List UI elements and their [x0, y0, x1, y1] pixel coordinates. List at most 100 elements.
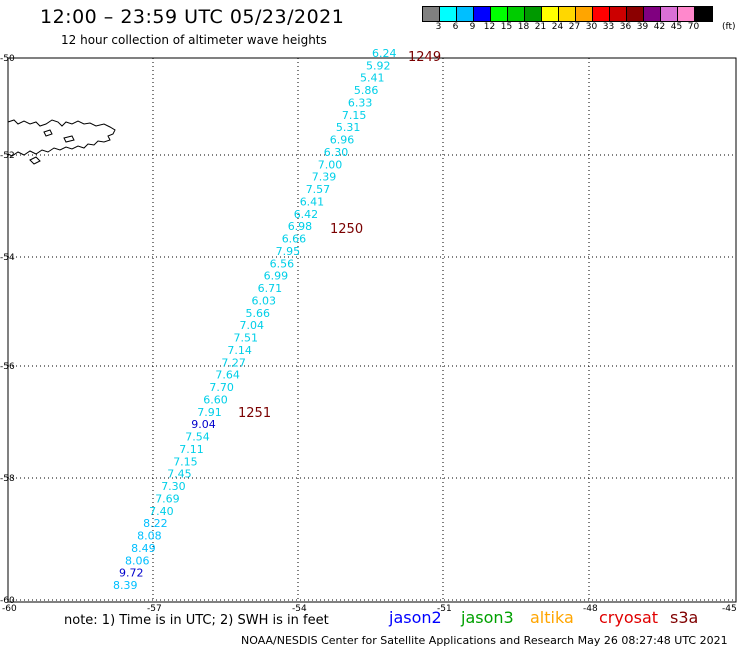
legend-swatch	[542, 7, 559, 21]
altimeter-track: 6.245.925.415.866.33 7.15 5.316.966.307.00…	[113, 47, 397, 592]
legend-swatch	[661, 7, 678, 21]
wave-height-value: 9.04	[191, 418, 216, 431]
wave-height-value: 9.72	[119, 567, 144, 580]
legend-swatch	[610, 7, 627, 21]
legend-label: 36	[619, 22, 632, 32]
wave-height-value: 6.56	[270, 257, 295, 270]
wave-height-value: 7.30	[161, 480, 186, 493]
wave-height-value: 6.71	[258, 282, 283, 295]
footer-note: note: 1) Time is in UTC; 2) SWH is in fe…	[64, 613, 329, 628]
wave-height-value: 7.14	[227, 344, 252, 357]
legend-swatch	[627, 7, 644, 21]
legend-swatch	[508, 7, 525, 21]
wave-height-value: 8.08	[137, 530, 162, 543]
legend-label: 39	[636, 22, 649, 32]
legend-label: 27	[568, 22, 581, 32]
map-title: 12:00 – 23:59 UTC 05/23/2021	[40, 6, 345, 28]
wave-height-value: 5.66	[246, 307, 271, 320]
wave-height-value: 5.31	[336, 121, 361, 134]
color-legend	[422, 6, 713, 22]
wave-height-value: 6.96	[330, 134, 355, 147]
satellite-name: s3a	[670, 608, 699, 627]
lon-tick-label: -48	[583, 604, 598, 614]
wave-height-value: 7.51	[234, 332, 259, 345]
lon-tick-label: -60	[2, 604, 17, 614]
satellite-name: altika	[530, 608, 574, 627]
legend-swatch	[423, 7, 440, 21]
wave-height-value: 8.06	[125, 554, 150, 567]
lon-tick-label: -57	[147, 604, 162, 614]
legend-swatch	[678, 7, 695, 21]
legend-label: 33	[602, 22, 615, 32]
pass-number-label: 1250	[330, 222, 363, 237]
lat-tick-label: -58	[0, 474, 15, 484]
lat-tick-label: -50	[0, 54, 15, 64]
wave-height-value: 6.30	[324, 146, 349, 159]
lon-tick-label: -51	[437, 604, 452, 614]
satellite-name: jason2	[389, 608, 442, 627]
wave-height-value: 7.39	[312, 171, 337, 184]
wave-height-value: 7.15	[173, 455, 198, 468]
wave-height-value: 7.95	[276, 245, 301, 258]
graticule	[8, 57, 736, 602]
legend-label: 21	[534, 22, 547, 32]
wave-height-value: 6.60	[203, 393, 228, 406]
legend-label: 24	[551, 22, 564, 32]
wave-height-value: 7.64	[215, 369, 240, 382]
satellite-name: cryosat	[599, 608, 659, 627]
legend-label: 45	[670, 22, 683, 32]
legend-swatch	[695, 7, 712, 21]
wave-height-value: 8.49	[131, 542, 156, 555]
wave-height-value: 6.03	[252, 294, 277, 307]
lon-tick-label: -45	[722, 604, 737, 614]
map-subtitle: 12 hour collection of altimeter wave hei…	[61, 33, 327, 47]
wave-height-value: 6.41	[300, 196, 325, 209]
wave-height-value: 6.24	[372, 47, 397, 60]
legend-swatch	[491, 7, 508, 21]
wave-height-value: 5.92	[366, 59, 391, 72]
wave-height-value: 7.70	[209, 381, 234, 394]
legend-label: 18	[517, 22, 530, 32]
wave-height-value: 7.40	[149, 505, 174, 518]
legend-swatch	[457, 7, 474, 21]
wave-height-value: 7.91	[197, 406, 222, 419]
legend-label: 30	[585, 22, 598, 32]
wave-height-value: 5.86	[354, 84, 379, 97]
wave-height-value: 7.27	[221, 356, 246, 369]
falkland-islands-landmass	[7, 119, 116, 165]
wave-height-value: 7.57	[306, 183, 331, 196]
legend-label: 9	[469, 22, 476, 32]
lat-tick-label: -56	[0, 362, 15, 372]
legend-swatch	[644, 7, 661, 21]
legend-unit: (ft)	[722, 22, 736, 32]
wave-height-value: 7.04	[240, 319, 265, 332]
wave-height-value: 8.39	[113, 579, 138, 592]
satellite-name: jason3	[461, 608, 514, 627]
legend-swatch	[525, 7, 542, 21]
legend-swatch	[576, 7, 593, 21]
legend-swatch	[474, 7, 491, 21]
legend-label: 70	[687, 22, 700, 32]
legend-label: 6	[452, 22, 459, 32]
wave-height-value: 6.66	[282, 233, 307, 246]
legend-swatch	[440, 7, 457, 21]
wave-height-value: 6.42	[294, 208, 319, 221]
wave-height-value: 7.45	[167, 468, 192, 481]
legend-swatch	[559, 7, 576, 21]
pass-number-label: 1249	[408, 50, 441, 65]
pass-labels: 1249 1250 1251	[238, 50, 441, 421]
legend-label: 12	[483, 22, 496, 32]
pass-number-label: 1251	[238, 406, 271, 421]
wave-height-value: 6.33	[348, 97, 373, 110]
wave-height-value: 7.00	[318, 158, 343, 171]
lon-tick-label: -54	[292, 604, 307, 614]
legend-label: 42	[653, 22, 666, 32]
wave-height-value: 8.22	[143, 517, 168, 530]
credit-line: NOAA/NESDIS Center for Satellite Applica…	[241, 634, 728, 647]
lat-tick-label: -54	[0, 253, 15, 263]
wave-height-value: 7.69	[155, 492, 180, 505]
wave-height-value: 6.98	[288, 220, 313, 233]
wave-height-value: 5.41	[360, 72, 385, 85]
lat-tick-label: -52	[0, 151, 15, 161]
wave-height-value: 6.99	[264, 270, 289, 283]
